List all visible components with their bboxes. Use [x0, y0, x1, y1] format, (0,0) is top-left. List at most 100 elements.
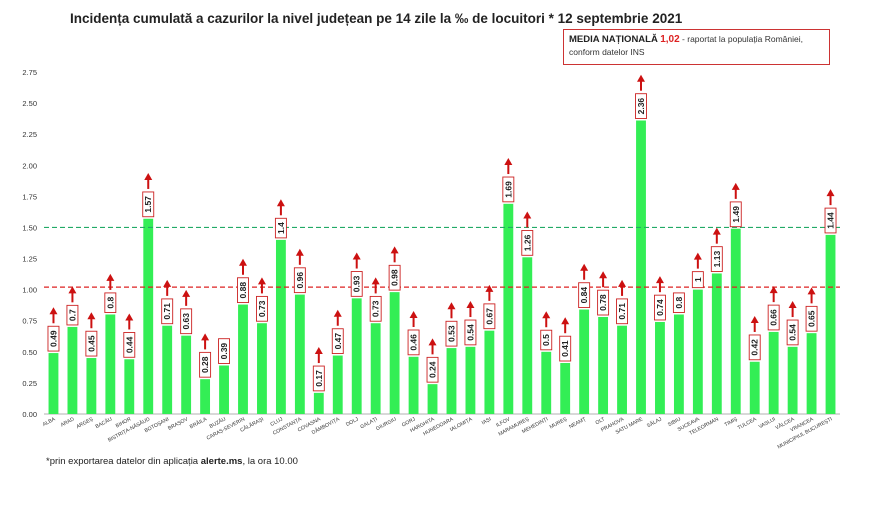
y-tick-label: 1.75	[22, 192, 37, 201]
trend-arrowhead-icon	[580, 263, 589, 271]
x-tick-label: ALBA	[42, 416, 57, 428]
x-tick-label: BRAȘOV	[167, 416, 189, 432]
footnote-prefix: *prin exportarea datelor din aplicația	[46, 456, 201, 467]
trend-arrowhead-icon	[542, 311, 551, 319]
bar	[351, 298, 362, 414]
value-label: 0.5	[541, 334, 551, 346]
x-tick-label: TULCEA	[737, 416, 758, 431]
trend-arrowhead-icon	[618, 279, 627, 287]
value-label-box	[66, 304, 79, 326]
value-label-box	[426, 356, 439, 383]
bar	[181, 335, 192, 414]
value-label-box	[748, 334, 761, 361]
bar	[579, 309, 590, 414]
bar	[503, 203, 514, 414]
y-tick-label: 1.00	[22, 286, 37, 295]
y-tick-label: 0.25	[22, 379, 37, 388]
bar	[370, 323, 381, 414]
value-label-box	[502, 176, 515, 203]
value-label: 0.47	[333, 333, 343, 350]
bar	[238, 304, 248, 414]
bar	[162, 325, 173, 414]
bar	[465, 346, 476, 414]
y-tick-label: 2.25	[22, 130, 37, 139]
value-label: 0.84	[579, 287, 589, 304]
value-label: 0.88	[238, 282, 248, 299]
trend-arrowhead-icon	[106, 273, 115, 281]
value-label: 0.71	[162, 303, 172, 320]
x-tick-label: ARAD	[60, 416, 76, 428]
x-tick-label: IALOMIȚA	[449, 416, 474, 433]
value-label-box	[142, 191, 155, 218]
value-label: 0.66	[769, 309, 779, 326]
bar	[768, 331, 779, 414]
bar	[655, 321, 665, 414]
value-label-box	[654, 294, 666, 321]
value-label: 0.42	[750, 339, 760, 356]
value-label-box	[388, 264, 401, 291]
trend-arrowhead-icon	[447, 302, 456, 310]
x-tick-label: NEAMȚ	[568, 416, 588, 430]
value-label: 0.96	[295, 272, 305, 289]
trend-arrowhead-icon	[352, 252, 361, 260]
value-label: 0.46	[409, 334, 419, 351]
trend-arrowhead-icon	[788, 301, 797, 309]
y-tick-label: 0.50	[22, 348, 37, 357]
value-label: 0.98	[390, 269, 400, 286]
trend-arrowhead-icon	[68, 286, 77, 294]
value-label-box	[312, 365, 325, 392]
value-label: 1.49	[731, 206, 741, 223]
trend-arrowhead-icon	[750, 315, 759, 323]
bar	[636, 120, 646, 414]
bar	[560, 363, 571, 414]
value-label-box	[274, 217, 287, 239]
value-label-box	[559, 335, 572, 362]
value-label: 0.28	[200, 356, 210, 373]
trend-arrowhead-icon	[333, 309, 342, 317]
value-label-box	[786, 319, 799, 346]
x-tick-label: BACĂU	[94, 415, 113, 430]
trend-arrowhead-icon	[295, 248, 304, 256]
bar	[522, 257, 533, 414]
value-label-box	[691, 271, 704, 289]
value-label-box	[123, 332, 136, 358]
bar	[67, 326, 78, 414]
trend-arrowhead-icon	[144, 172, 153, 180]
value-label: 1	[693, 277, 703, 282]
bar	[617, 325, 627, 414]
value-label-box	[180, 308, 193, 335]
value-label-box	[540, 329, 553, 351]
trend-arrowhead-icon	[201, 333, 210, 341]
value-label: 0.17	[314, 370, 324, 387]
y-tick-label: 0.75	[22, 317, 37, 326]
chart-title: Incidența cumulată a cazurilor la nivel …	[70, 11, 683, 26]
bar	[446, 348, 457, 414]
x-tick-label: IAȘI	[481, 416, 492, 426]
x-tick-label: GIURGIU	[375, 416, 398, 432]
bar	[806, 333, 817, 414]
value-label: 2.36	[636, 98, 646, 115]
value-label: 0.41	[560, 340, 570, 357]
bar	[124, 359, 135, 414]
value-label: 0.73	[371, 300, 381, 317]
national-average-box: MEDIA NAȚIONALĂ 1,02 - raportat la popul…	[563, 29, 830, 65]
bar	[484, 330, 495, 414]
value-label-box	[293, 267, 306, 294]
trend-arrowhead-icon	[466, 301, 475, 309]
trend-arrowhead-icon	[276, 199, 285, 207]
trend-arrowhead-icon	[807, 287, 816, 295]
national-average-value: 1,02	[660, 34, 680, 45]
value-label: 1.57	[143, 196, 153, 213]
trend-arrowhead-icon	[125, 313, 134, 321]
value-label: 1.13	[712, 251, 722, 268]
value-label: 0.44	[124, 336, 134, 353]
value-label: 0.73	[257, 300, 267, 317]
trend-arrowhead-icon	[693, 252, 702, 260]
value-label-box	[218, 338, 230, 364]
bar	[541, 351, 552, 414]
trend-arrowhead-icon	[769, 286, 778, 294]
value-label: 0.65	[807, 310, 817, 327]
value-label-box	[199, 351, 212, 378]
value-label: 1.4	[276, 222, 286, 234]
value-label-box	[710, 246, 723, 272]
